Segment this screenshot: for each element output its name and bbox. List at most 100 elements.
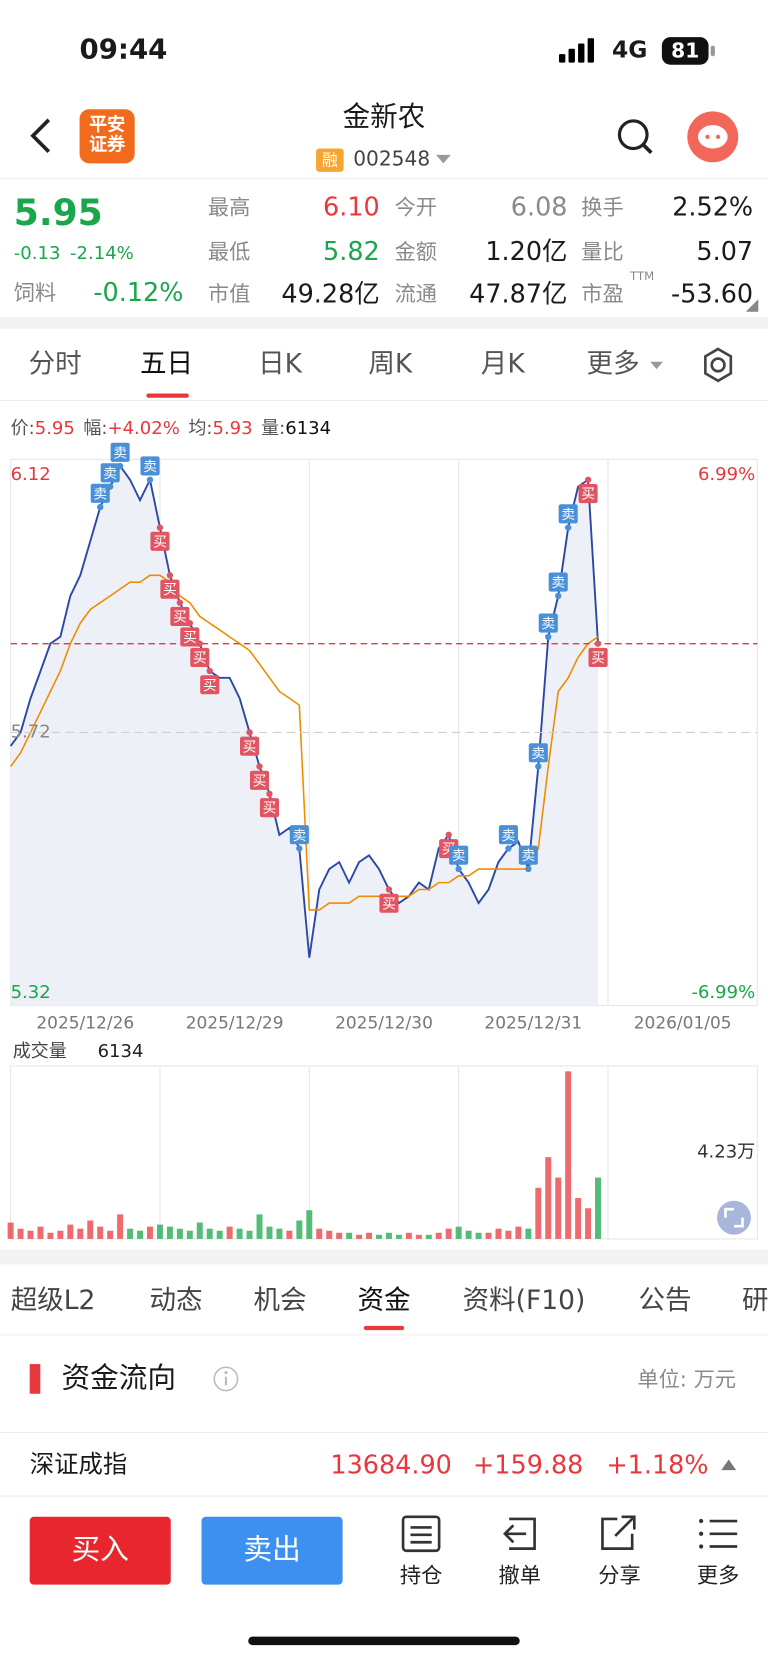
price-area xyxy=(10,466,599,1006)
stock-name: 金新农 xyxy=(342,101,426,134)
price-pct: -2.14% xyxy=(70,242,134,265)
volume-bar xyxy=(246,1230,253,1239)
trade-dot xyxy=(266,790,273,798)
trade-label: 买 xyxy=(581,487,595,503)
trade-dot xyxy=(296,845,303,852)
home-indicator xyxy=(248,1636,520,1646)
field-label: 最高 xyxy=(207,194,251,220)
index-value: 13684.90 xyxy=(330,1449,452,1480)
status-network: 4G xyxy=(612,37,648,64)
y-tick-label: 5.32 xyxy=(11,982,51,1003)
trade-dot xyxy=(505,845,512,852)
action-label[interactable]: 撤单 xyxy=(498,1562,541,1588)
section-tab[interactable]: 公告 xyxy=(638,1284,692,1316)
x-tick-label: 2026/01/05 xyxy=(634,1014,732,1034)
battery-tip xyxy=(710,45,715,57)
section-tab[interactable]: 资金 xyxy=(357,1284,411,1316)
sell-button[interactable]: 卖出 xyxy=(201,1516,343,1585)
holdings-icon[interactable] xyxy=(400,1515,442,1553)
trade-dot xyxy=(594,640,602,647)
volume-bar xyxy=(455,1226,462,1239)
volume-bar xyxy=(57,1230,64,1239)
period-tab[interactable]: 五日 xyxy=(139,347,194,379)
trade-label: 买 xyxy=(263,801,277,817)
margin-tag: 融 xyxy=(316,148,344,172)
trade-dot xyxy=(156,524,164,531)
period-tab[interactable]: 日K xyxy=(258,347,302,379)
separator-band xyxy=(0,317,768,329)
info-icon[interactable] xyxy=(212,1365,240,1393)
y-tick-label: 6.12 xyxy=(11,464,51,485)
volume-bar xyxy=(425,1234,432,1239)
avatar-icon[interactable] xyxy=(686,110,739,163)
trade-dot xyxy=(196,640,203,647)
volume-bar xyxy=(87,1220,94,1239)
brand-logo[interactable]: 平安 证券 xyxy=(79,109,135,164)
field-label: 换手 xyxy=(581,194,624,220)
volume-bar xyxy=(286,1230,293,1239)
volume-bar xyxy=(37,1226,44,1239)
action-label[interactable]: 持仓 xyxy=(399,1562,443,1588)
share-icon[interactable] xyxy=(598,1515,640,1553)
volume-bar xyxy=(405,1232,412,1239)
trade-marker xyxy=(528,743,548,763)
volume-bar xyxy=(346,1232,353,1239)
series-line xyxy=(9,574,599,911)
volume-bar xyxy=(336,1232,343,1239)
volume-bar xyxy=(226,1226,233,1239)
volume-bar xyxy=(296,1220,303,1239)
trade-marker xyxy=(588,647,608,667)
trade-marker xyxy=(190,647,210,667)
period-tab[interactable]: 周K xyxy=(368,347,413,379)
more-icon[interactable] xyxy=(697,1515,739,1553)
index-change: +159.88 xyxy=(472,1449,584,1480)
trade-label: 买 xyxy=(183,630,197,646)
volume-bar xyxy=(535,1187,542,1239)
period-tab[interactable]: 更多 xyxy=(586,347,640,379)
trade-marker xyxy=(578,484,598,504)
x-tick-label: 2025/12/31 xyxy=(484,1014,582,1034)
period-tab[interactable]: 月K xyxy=(480,347,525,379)
info-label: 价: xyxy=(10,417,35,440)
trade-dot xyxy=(584,476,592,483)
section-tab[interactable]: 超级L2 xyxy=(10,1284,96,1316)
section-tab[interactable]: 机会 xyxy=(253,1284,307,1316)
settings-icon[interactable] xyxy=(700,347,736,383)
action-label[interactable]: 分享 xyxy=(598,1562,641,1588)
price-change: -0.13 xyxy=(13,242,61,265)
code-dropdown[interactable] xyxy=(435,153,452,166)
trade-label: 买 xyxy=(153,534,167,550)
action-label[interactable]: 更多 xyxy=(696,1562,740,1588)
volume-bar xyxy=(475,1232,482,1239)
section-tab[interactable]: 动态 xyxy=(149,1284,203,1316)
trade-label: 卖 xyxy=(93,486,107,502)
more-dropdown[interactable] xyxy=(649,361,664,372)
field-value: 47.87亿 xyxy=(469,278,568,309)
trade-marker xyxy=(160,579,180,599)
volume-bar xyxy=(366,1232,373,1239)
cancel-icon[interactable] xyxy=(499,1515,541,1553)
section-tab[interactable]: 资料(F10) xyxy=(462,1284,586,1316)
trade-dot xyxy=(445,831,452,839)
fullscreen-button[interactable] xyxy=(717,1200,751,1235)
volume-bar xyxy=(166,1226,173,1239)
volume-bar xyxy=(356,1234,363,1239)
field-value: -53.60 xyxy=(671,278,754,309)
section-title: 资金流向 xyxy=(61,1361,177,1395)
divider xyxy=(0,399,768,401)
trade-dot xyxy=(186,619,194,627)
buy-button[interactable]: 买入 xyxy=(29,1516,171,1585)
volume-bar xyxy=(595,1177,602,1239)
status-battery: 81 xyxy=(661,37,709,65)
trade-marker xyxy=(538,613,558,633)
trade-marker xyxy=(289,825,309,845)
divider xyxy=(0,1431,768,1434)
back-button[interactable] xyxy=(28,117,56,155)
volume-bar xyxy=(47,1232,54,1239)
section-tab[interactable]: 研 xyxy=(741,1284,768,1316)
field-label: 最低 xyxy=(207,238,251,265)
trade-dot xyxy=(545,633,552,640)
period-tab[interactable]: 分时 xyxy=(28,347,82,379)
volume-bar xyxy=(266,1226,273,1239)
search-icon[interactable] xyxy=(615,117,655,157)
